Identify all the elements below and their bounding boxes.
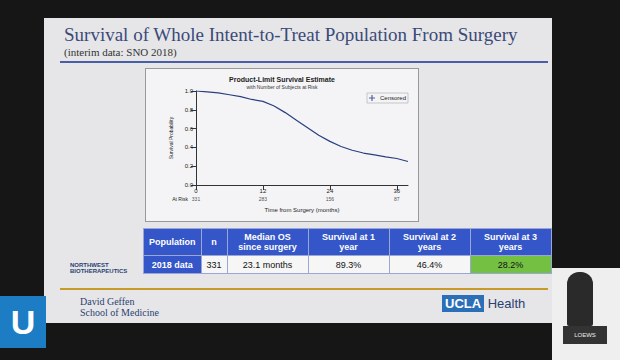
svg-text:12: 12 <box>260 188 267 194</box>
svg-text:36: 36 <box>393 188 400 194</box>
svg-text:0.2: 0.2 <box>185 163 194 169</box>
html-text:89.3%: 89.3% <box>335 259 362 270</box>
svg-text:Survival Probability: Survival Probability <box>168 116 174 159</box>
html-text:UCLA Health: UCLA Health <box>445 296 526 311</box>
svg-text:At Risk: At Risk <box>172 196 188 202</box>
svg-text:24: 24 <box>327 188 334 194</box>
html-text:Survival of Whole Intent-to-Tr: Survival of Whole Intent-to-Treat Popula… <box>64 24 518 45</box>
svg-text:0.6: 0.6 <box>185 126 194 132</box>
html-text:(interim data: SNO 2018): (interim data: SNO 2018) <box>64 46 177 58</box>
html-text:Survival at 3 years: Survival at 3 years <box>484 232 537 252</box>
svg-text:1.0: 1.0 <box>185 88 194 94</box>
html-text:Survival at 2 years: Survival at 2 years <box>403 232 456 252</box>
svg-text:331: 331 <box>192 196 201 202</box>
svg-text:0.4: 0.4 <box>185 144 194 150</box>
html-text:23.1 months: 23.1 months <box>242 259 293 270</box>
html-text:Population: Population <box>149 237 196 247</box>
html-text:n: n <box>211 237 217 247</box>
html-text:School of Medicine: School of Medicine <box>80 307 159 318</box>
svg-text:Product-Limit Survival Estimat: Product-Limit Survival Estimate <box>229 76 335 83</box>
html-text:28.2%: 28.2% <box>497 259 524 270</box>
html-text:U: U <box>10 303 36 341</box>
html-text:David Geffen: David Geffen <box>80 296 135 307</box>
html-text:LOEWS: LOEWS <box>574 332 596 338</box>
html-text:Survival at 1 year: Survival at 1 year <box>322 232 375 252</box>
html-text:NORTHWEST BIOTHERAPEUTICS: NORTHWEST BIOTHERAPEUTICS <box>70 262 128 274</box>
svg-text:156: 156 <box>326 196 335 202</box>
svg-text:87: 87 <box>394 196 400 202</box>
html-text:331: 331 <box>206 259 222 270</box>
html-text:2018 data: 2018 data <box>151 259 193 270</box>
html-text:46.4%: 46.4% <box>416 259 443 270</box>
svg-text:Censored: Censored <box>380 95 406 101</box>
svg-text:with Number of Subjects at Ris: with Number of Subjects at Risk <box>247 84 318 90</box>
svg-text:Time from Surgery (months): Time from Surgery (months) <box>265 207 340 213</box>
html-text:Median OS since surgery: Median OS since surgery <box>238 232 297 252</box>
svg-text:283: 283 <box>259 196 268 202</box>
svg-text:0.8: 0.8 <box>185 107 194 113</box>
svg-text:0: 0 <box>194 188 198 194</box>
svg-text:0.0: 0.0 <box>185 182 194 188</box>
